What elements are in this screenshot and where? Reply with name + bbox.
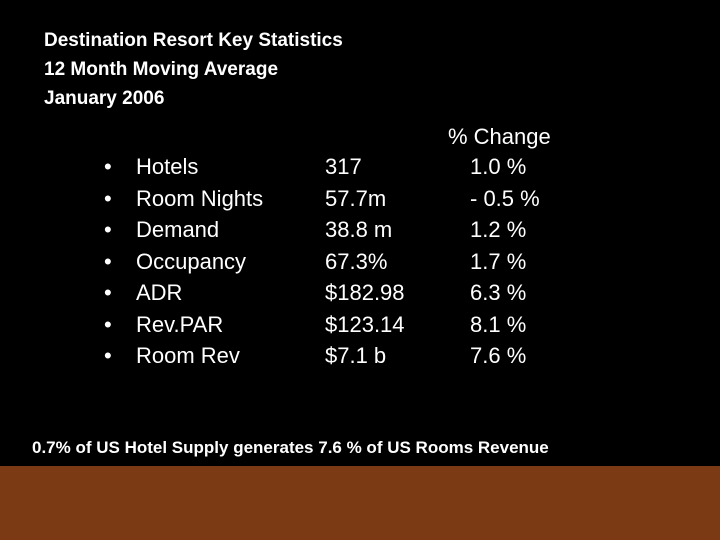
bullet-icon: • [104,280,112,305]
stat-row-room-nights: • Room Nights 57.7m - 0.5 % [0,183,720,215]
stat-label: Demand [136,217,220,242]
stat-row-demand: • Demand 38.8 m 1.2 % [0,214,720,246]
stat-label: Rev.PAR [136,311,224,337]
bullet-icon: • [104,154,112,179]
stat-row-revpar: • Rev.PAR $123.14 8.1 % [0,309,720,341]
stat-change: 1.2 % [470,217,527,242]
stat-change: - 0.5 % [470,185,540,211]
bullet-icon: • [104,343,112,368]
stat-row-adr: • ADR $182.98 6.3 % [0,277,720,309]
stat-change: 7.6 % [470,343,527,368]
bullet-icon: • [104,311,112,337]
title-line-1: Destination Resort Key Statistics [44,30,343,51]
stats-list: • Hotels 317 1.0 % • Room Nights 57.7m -… [0,151,720,372]
title-line-3: January 2006 [44,88,165,109]
bullet-icon: • [104,185,112,211]
stat-row-occupancy: • Occupancy 67.3% 1.7 % [0,246,720,278]
stat-value: 57.7m [325,185,387,211]
stat-label: Occupancy [136,248,247,274]
stat-change: 1.0 % [470,154,527,179]
stat-label: Room Rev [136,343,240,368]
stat-value: $182.98 [325,280,405,305]
footer-note: 0.7% of US Hotel Supply generates 7.6 % … [32,438,549,457]
slide-title: Destination Resort Key Statistics 12 Mon… [44,26,343,113]
stat-value: 38.8 m [325,217,393,242]
stat-value: 317 [325,154,362,179]
stat-value: 67.3% [325,248,388,274]
stat-label: Room Nights [136,185,264,211]
bullet-icon: • [104,248,112,274]
stat-row-hotels: • Hotels 317 1.0 % [0,151,720,183]
stat-change: 8.1 % [470,311,527,337]
change-column-header: % Change [448,124,551,149]
stat-label: Hotels [136,154,199,179]
title-line-2: 12 Month Moving Average [44,59,279,80]
stat-label: ADR [136,280,183,305]
bottom-bar [0,466,720,540]
bullet-icon: • [104,217,112,242]
stat-change: 1.7 % [470,248,527,274]
stat-value: $123.14 [325,311,405,337]
stat-row-room-rev: • Room Rev $7.1 b 7.6 % [0,340,720,372]
stat-change: 6.3 % [470,280,527,305]
stat-value: $7.1 b [325,343,387,368]
